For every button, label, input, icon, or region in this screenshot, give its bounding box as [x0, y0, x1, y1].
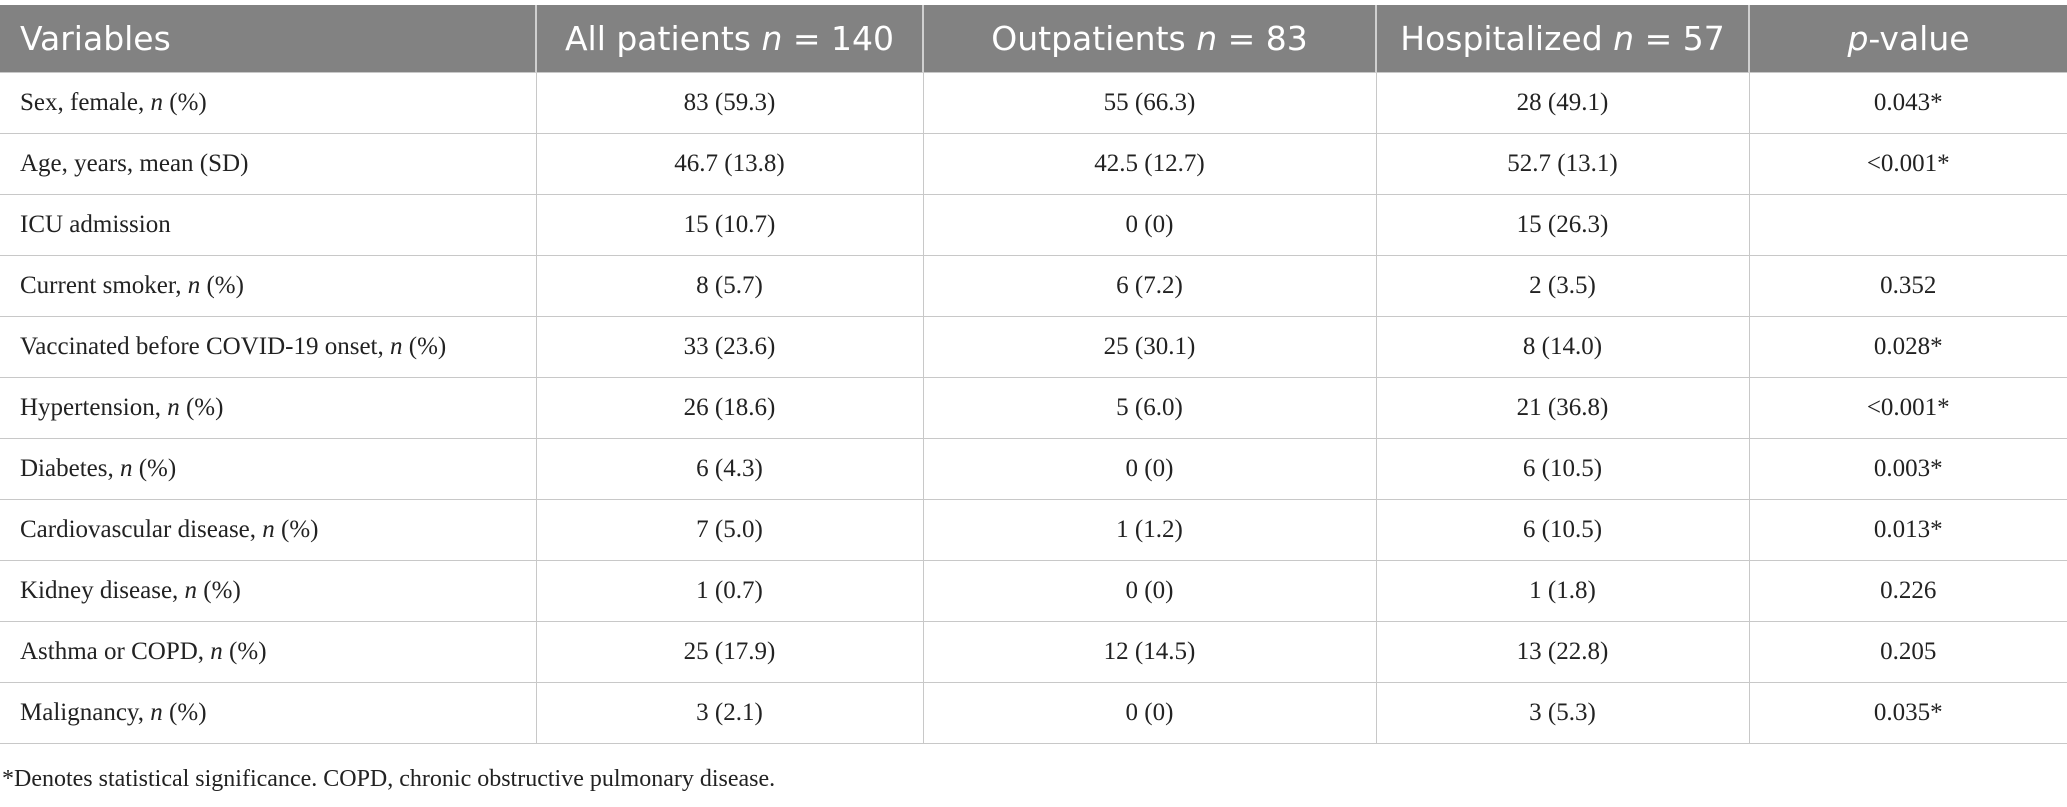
data-table: Variables All patients n = 140 Outpatients…: [0, 5, 2067, 744]
table-cell: 55 (66.3): [922, 72, 1377, 134]
table-cell: 8 (14.0): [1375, 316, 1750, 378]
table-cell: 0.003*: [1748, 438, 2067, 500]
footnote: *Denotes statistical significance. COPD,…: [2, 766, 776, 792]
table-cell: 15 (26.3): [1375, 194, 1750, 256]
table-cell: 0.043*: [1748, 72, 2067, 134]
table-row: Cardiovascular disease, n (%) 7 (5.0) 1 (1…: [0, 499, 2067, 561]
table-cell: 0 (0): [922, 194, 1377, 256]
table-cell: 6 (4.3): [535, 438, 924, 500]
table-row: Age, years, mean (SD) 46.7 (13.8) 42.5 (12…: [0, 133, 2067, 195]
table-cell: 46.7 (13.8): [535, 133, 924, 195]
row-label: Asthma or COPD, n (%): [0, 621, 537, 683]
table-cell: 1 (1.8): [1375, 560, 1750, 622]
table-cell: <0.001*: [1748, 377, 2067, 439]
table-cell: 8 (5.7): [535, 255, 924, 317]
table-cell: 7 (5.0): [535, 499, 924, 561]
header-cell: Outpatients n = 83: [923, 5, 1377, 73]
table-row: Hypertension, n (%) 26 (18.6) 5 (6.0) 21 (3…: [0, 377, 2067, 439]
row-label: Kidney disease, n (%): [0, 560, 537, 622]
table-cell: 2 (3.5): [1375, 255, 1750, 317]
table-cell: 33 (23.6): [535, 316, 924, 378]
table-body: Sex, female, n (%) 83 (59.3) 55 (66.3) 28 (…: [0, 72, 2067, 744]
table-cell: 28 (49.1): [1375, 72, 1750, 134]
row-label: Cardiovascular disease, n (%): [0, 499, 537, 561]
table-row: Current smoker, n (%) 8 (5.7) 6 (7.2) 2 (3.…: [0, 255, 2067, 317]
table-cell: 26 (18.6): [535, 377, 924, 439]
row-label: Hypertension, n (%): [0, 377, 537, 439]
table-cell: 1 (1.2): [922, 499, 1377, 561]
table-cell: 0 (0): [922, 438, 1377, 500]
table-cell: 0.028*: [1748, 316, 2067, 378]
table-cell: 0.205: [1748, 621, 2067, 683]
row-label: ICU admission: [0, 194, 537, 256]
table-row: ICU admission 15 (10.7) 0 (0) 15 (26.3): [0, 194, 2067, 256]
table-row: Vaccinated before COVID-19 onset, n (%) 3…: [0, 316, 2067, 378]
table-cell: 6 (10.5): [1375, 438, 1750, 500]
table-cell: 3 (5.3): [1375, 682, 1750, 744]
table-cell: 12 (14.5): [922, 621, 1377, 683]
row-label: Current smoker, n (%): [0, 255, 537, 317]
table-cell: 1 (0.7): [535, 560, 924, 622]
header-cell: Variables: [0, 5, 537, 73]
row-label: Age, years, mean (SD): [0, 133, 537, 195]
table-cell: 52.7 (13.1): [1375, 133, 1750, 195]
table-cell: 83 (59.3): [535, 72, 924, 134]
row-label: Diabetes, n (%): [0, 438, 537, 500]
row-label: Vaccinated before COVID-19 onset, n (%): [0, 316, 537, 378]
table-cell: 6 (7.2): [922, 255, 1377, 317]
header-cell: All patients n = 140: [536, 5, 924, 73]
table-cell: 25 (17.9): [535, 621, 924, 683]
table-cell: [1748, 194, 2067, 256]
table-row: Diabetes, n (%) 6 (4.3) 0 (0) 6 (10.5) 0.003…: [0, 438, 2067, 500]
table-row: Malignancy, n (%) 3 (2.1) 0 (0) 3 (5.3) 0.03…: [0, 682, 2067, 744]
header-cell: Hospitalized n = 57: [1376, 5, 1750, 73]
table-cell: 0.013*: [1748, 499, 2067, 561]
table-row: Asthma or COPD, n (%) 25 (17.9) 12 (14.5) 1…: [0, 621, 2067, 683]
row-label: Sex, female, n (%): [0, 72, 537, 134]
table-cell: 0.226: [1748, 560, 2067, 622]
header-row: Variables All patients n = 140 Outpatients…: [0, 5, 2067, 73]
table-cell: 13 (22.8): [1375, 621, 1750, 683]
table-cell: 15 (10.7): [535, 194, 924, 256]
row-label: Malignancy, n (%): [0, 682, 537, 744]
header-cell: p-value: [1749, 5, 2067, 73]
table-cell: 3 (2.1): [535, 682, 924, 744]
table-row: Kidney disease, n (%) 1 (0.7) 0 (0) 1 (1.8)…: [0, 560, 2067, 622]
table-cell: 21 (36.8): [1375, 377, 1750, 439]
table-cell: 5 (6.0): [922, 377, 1377, 439]
table-cell: 0 (0): [922, 560, 1377, 622]
table-cell: 0 (0): [922, 682, 1377, 744]
table-cell: 42.5 (12.7): [922, 133, 1377, 195]
table-cell: 0.352: [1748, 255, 2067, 317]
table-cell: 6 (10.5): [1375, 499, 1750, 561]
table-row: Sex, female, n (%) 83 (59.3) 55 (66.3) 28 (…: [0, 72, 2067, 134]
table-cell: <0.001*: [1748, 133, 2067, 195]
table-cell: 0.035*: [1748, 682, 2067, 744]
table-cell: 25 (30.1): [922, 316, 1377, 378]
